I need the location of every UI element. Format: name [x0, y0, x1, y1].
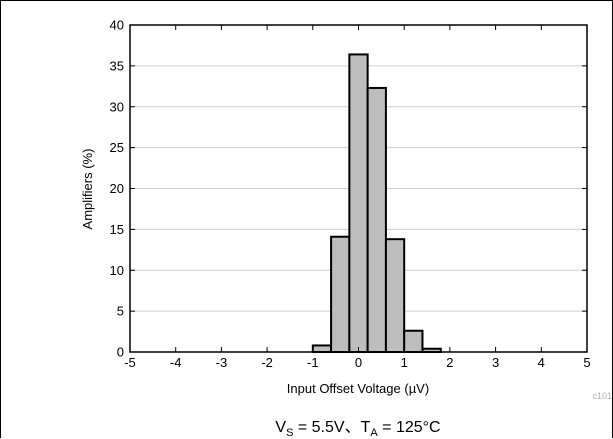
vs-symbol: V [275, 419, 286, 436]
x-tick-label: -5 [124, 355, 136, 370]
x-tick-label: -1 [307, 355, 319, 370]
caption-conditions: VS = 5.5V、TA = 125°C [275, 419, 440, 439]
x-axis-title: Input Offset Voltage (µV) [287, 381, 429, 396]
histogram-bar [348, 53, 369, 354]
histogram-bar [311, 344, 333, 353]
histogram-bar [330, 235, 351, 353]
y-tick-label: 5 [117, 304, 124, 319]
y-tick-label: 35 [110, 58, 124, 73]
vs-value: = 5.5V、 [293, 419, 360, 436]
histogram-bar [384, 238, 406, 353]
y-axis-title: Amplifiers (%) [80, 149, 95, 230]
axis-ticks [129, 24, 588, 353]
x-tick-label: 2 [446, 355, 453, 370]
x-tick-label: -2 [261, 355, 273, 370]
y-tick-label: 20 [110, 181, 124, 196]
y-tick-label: 30 [110, 99, 124, 114]
x-tick-label: 4 [538, 355, 545, 370]
vs-subscript: S [286, 427, 293, 439]
histogram-bar [366, 86, 387, 353]
y-tick-label: 0 [117, 345, 124, 360]
figure-id: c101 [592, 391, 612, 401]
ta-value: = 125°C [378, 419, 441, 436]
x-tick-label: -3 [216, 355, 228, 370]
y-tick-label: 10 [110, 263, 124, 278]
y-tick-label: 25 [110, 140, 124, 155]
ta-symbol: T [361, 419, 371, 436]
x-tick-label: 3 [492, 355, 499, 370]
x-tick-label: 5 [583, 355, 590, 370]
histogram-bars [311, 53, 442, 354]
y-tick-label: 40 [110, 18, 124, 33]
histogram-bar [403, 329, 424, 353]
x-tick-label: 0 [355, 355, 362, 370]
tick-labels: -5 -4 -3 -2 -1 0 1 2 3 4 5 0 5 10 15 20 25 30 35 40 [110, 18, 591, 371]
x-tick-label: 1 [401, 355, 408, 370]
x-tick-label: -4 [170, 355, 182, 370]
ta-subscript: A [370, 427, 378, 439]
y-tick-label: 15 [110, 222, 124, 237]
